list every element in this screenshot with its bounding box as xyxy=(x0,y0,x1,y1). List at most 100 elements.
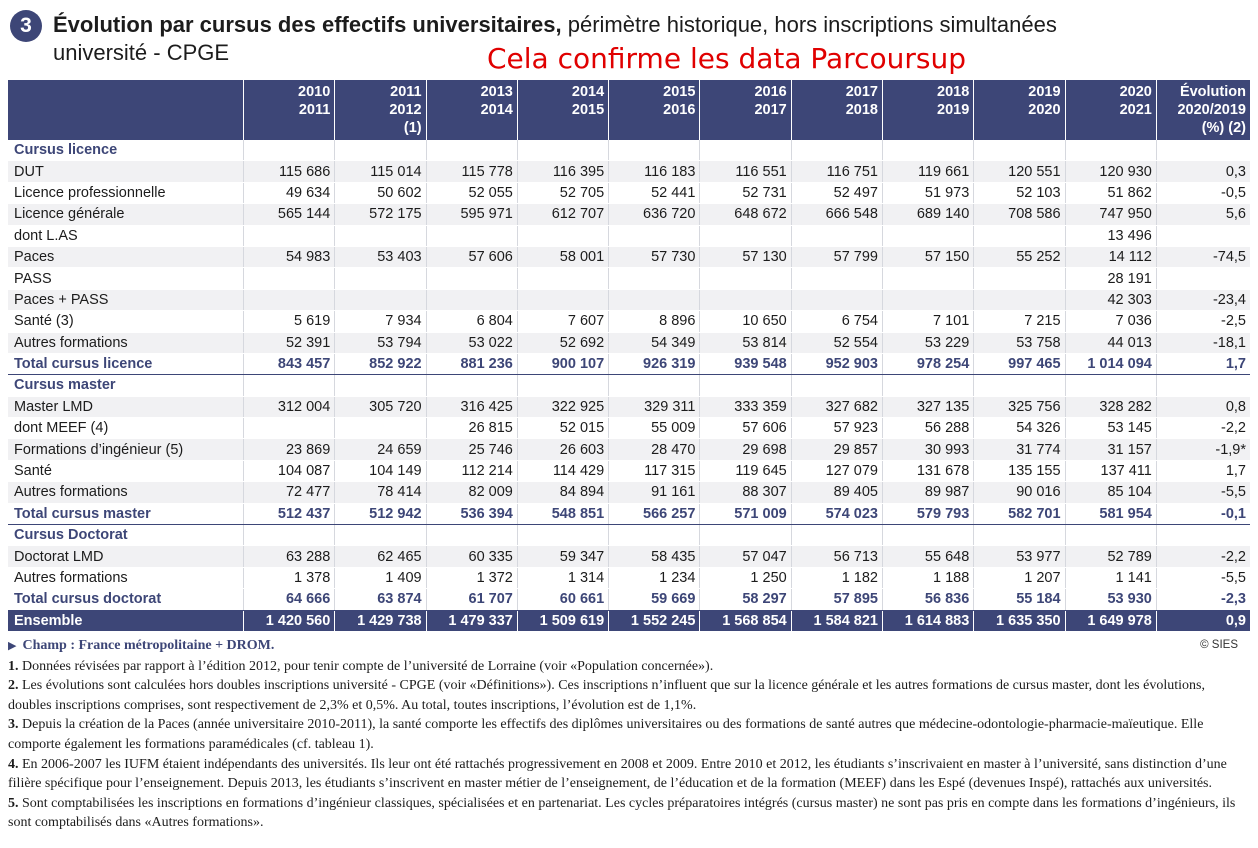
column-header-line: (1) xyxy=(403,120,422,136)
column-header-line: 2014 xyxy=(480,102,513,118)
table-cell: 926 319 xyxy=(608,353,700,376)
table-cell: 23 869 xyxy=(243,438,335,461)
table-row: Autres formations 72 477 78 414 82 009 84 89… xyxy=(8,481,1250,504)
row-label: Ensemble xyxy=(8,610,244,632)
table-cell xyxy=(790,225,883,247)
column-header: 2016 2017 xyxy=(699,80,792,140)
table-cell: 30 993 xyxy=(881,438,974,461)
table-cell xyxy=(973,225,1066,247)
column-header-line: 2011 xyxy=(298,102,331,118)
table-cell: 89 987 xyxy=(881,481,974,504)
table-cell: 60 335 xyxy=(425,545,518,568)
column-header-line: 2017 xyxy=(754,102,787,118)
table-cell: 536 394 xyxy=(425,503,518,526)
table-cell: 114 429 xyxy=(516,460,609,483)
footnote-text: En 2006-2007 les IUFM étaient indépendan… xyxy=(8,756,1227,792)
table-cell: 64 666 xyxy=(243,588,335,611)
table-cell: 54 349 xyxy=(608,332,700,354)
footnote-number: 4. xyxy=(8,756,19,772)
table-cell: 115 686 xyxy=(243,160,335,183)
table-cell xyxy=(699,374,792,397)
triangle-icon: ▶ xyxy=(8,640,17,652)
table-cell: -18,1 xyxy=(1155,332,1250,354)
column-header-line: 2019 xyxy=(1028,84,1061,100)
table-cell: 316 425 xyxy=(425,396,518,419)
row-label: Total cursus doctorat xyxy=(8,588,244,611)
table-cell: 42 303 xyxy=(1064,289,1157,312)
column-header-line: 2020 xyxy=(1119,84,1152,100)
table-cell xyxy=(334,267,427,290)
table-cell: 708 586 xyxy=(973,203,1066,226)
table-cell xyxy=(699,140,792,162)
table-cell xyxy=(608,524,700,547)
table-cell xyxy=(790,140,883,162)
table-cell xyxy=(516,225,609,247)
table-cell: 7 607 xyxy=(516,310,609,333)
row-label: Paces + PASS xyxy=(8,289,244,312)
table-cell: 56 836 xyxy=(881,588,974,611)
table-cell: 120 930 xyxy=(1064,160,1157,183)
row-label: DUT xyxy=(8,160,244,183)
table-cell: 55 009 xyxy=(608,417,700,440)
table-cell xyxy=(425,140,518,162)
table-row: Total cursus master 512 437 512 942 536 394… xyxy=(8,503,1250,526)
table-cell: 58 001 xyxy=(516,246,609,269)
table-cell xyxy=(608,374,700,397)
table-cell: 7 215 xyxy=(973,310,1066,333)
table-cell: 1 584 821 xyxy=(790,610,883,632)
table-cell: 1 568 854 xyxy=(699,610,792,632)
notes-list: 1. Données révisées par rapport à l’édit… xyxy=(8,657,1250,833)
table-cell: 26 603 xyxy=(516,438,609,461)
table-cell: 53 930 xyxy=(1064,588,1157,611)
table-cell: 52 692 xyxy=(516,332,609,354)
table-cell: 52 497 xyxy=(790,182,883,205)
table-cell: 0,9 xyxy=(1155,610,1250,632)
table-cell: -5,5 xyxy=(1155,481,1250,504)
table-cell xyxy=(425,225,518,247)
table-cell xyxy=(243,140,335,162)
table-cell: 327 135 xyxy=(881,396,974,419)
table-cell: 52 103 xyxy=(973,182,1066,205)
table-cell: 62 465 xyxy=(334,545,427,568)
table-cell: 120 551 xyxy=(973,160,1066,183)
table-cell: 572 175 xyxy=(334,203,427,226)
table-cell: 53 145 xyxy=(1064,417,1157,440)
table-cell: 900 107 xyxy=(516,353,609,376)
table-cell: 84 894 xyxy=(516,481,609,504)
table-row: Master LMD 312 004 305 720 316 425 322 925 32… xyxy=(8,396,1250,419)
footnote-number: 5. xyxy=(8,795,19,811)
figure-title: Évolution par cursus des effectifs unive… xyxy=(53,12,1057,38)
column-header-line: 2015 xyxy=(663,84,696,100)
table-cell: 116 183 xyxy=(608,160,700,183)
table-cell: -5,5 xyxy=(1155,567,1250,590)
table-cell: 1 614 883 xyxy=(881,610,974,632)
table-cell xyxy=(973,267,1066,290)
table-cell: 56 713 xyxy=(790,545,883,568)
table-cell: 52 441 xyxy=(608,182,700,205)
row-label: Autres formations xyxy=(8,567,244,590)
row-label: dont L.AS xyxy=(8,225,244,247)
table-cell: 1 649 978 xyxy=(1064,610,1157,632)
table-cell: 1 409 xyxy=(334,567,427,590)
table-cell: 51 862 xyxy=(1064,182,1157,205)
table-cell: 939 548 xyxy=(699,353,792,376)
column-header-line: 2018 xyxy=(845,102,878,118)
table-cell: 57 606 xyxy=(699,417,792,440)
table-row: Total cursus licence 843 457 852 922 881 23… xyxy=(8,353,1250,376)
table-cell: 63 874 xyxy=(334,588,427,611)
table-row: Total cursus doctorat 64 666 63 874 61 707 6… xyxy=(8,588,1250,611)
table-cell: 119 645 xyxy=(699,460,792,483)
table-cell: 59 669 xyxy=(608,588,700,611)
column-header-line: 2015 xyxy=(571,102,605,118)
table-cell: 53 022 xyxy=(425,332,518,354)
table-cell: 89 405 xyxy=(790,481,883,504)
row-label: Cursus master xyxy=(8,374,244,397)
table-row: Paces 54 983 53 403 57 606 58 001 57 730 57 13… xyxy=(8,246,1250,269)
table-cell xyxy=(699,524,792,547)
table-cell: 305 720 xyxy=(334,396,427,419)
table-cell xyxy=(608,225,700,247)
champ-line: ▶ Champ : France métropolitaine + DROM. xyxy=(8,636,1250,657)
table-cell xyxy=(334,374,427,397)
column-header: Évolution 2020/2019 (%) (2) xyxy=(1155,80,1250,140)
table-cell: 1 234 xyxy=(608,567,700,590)
